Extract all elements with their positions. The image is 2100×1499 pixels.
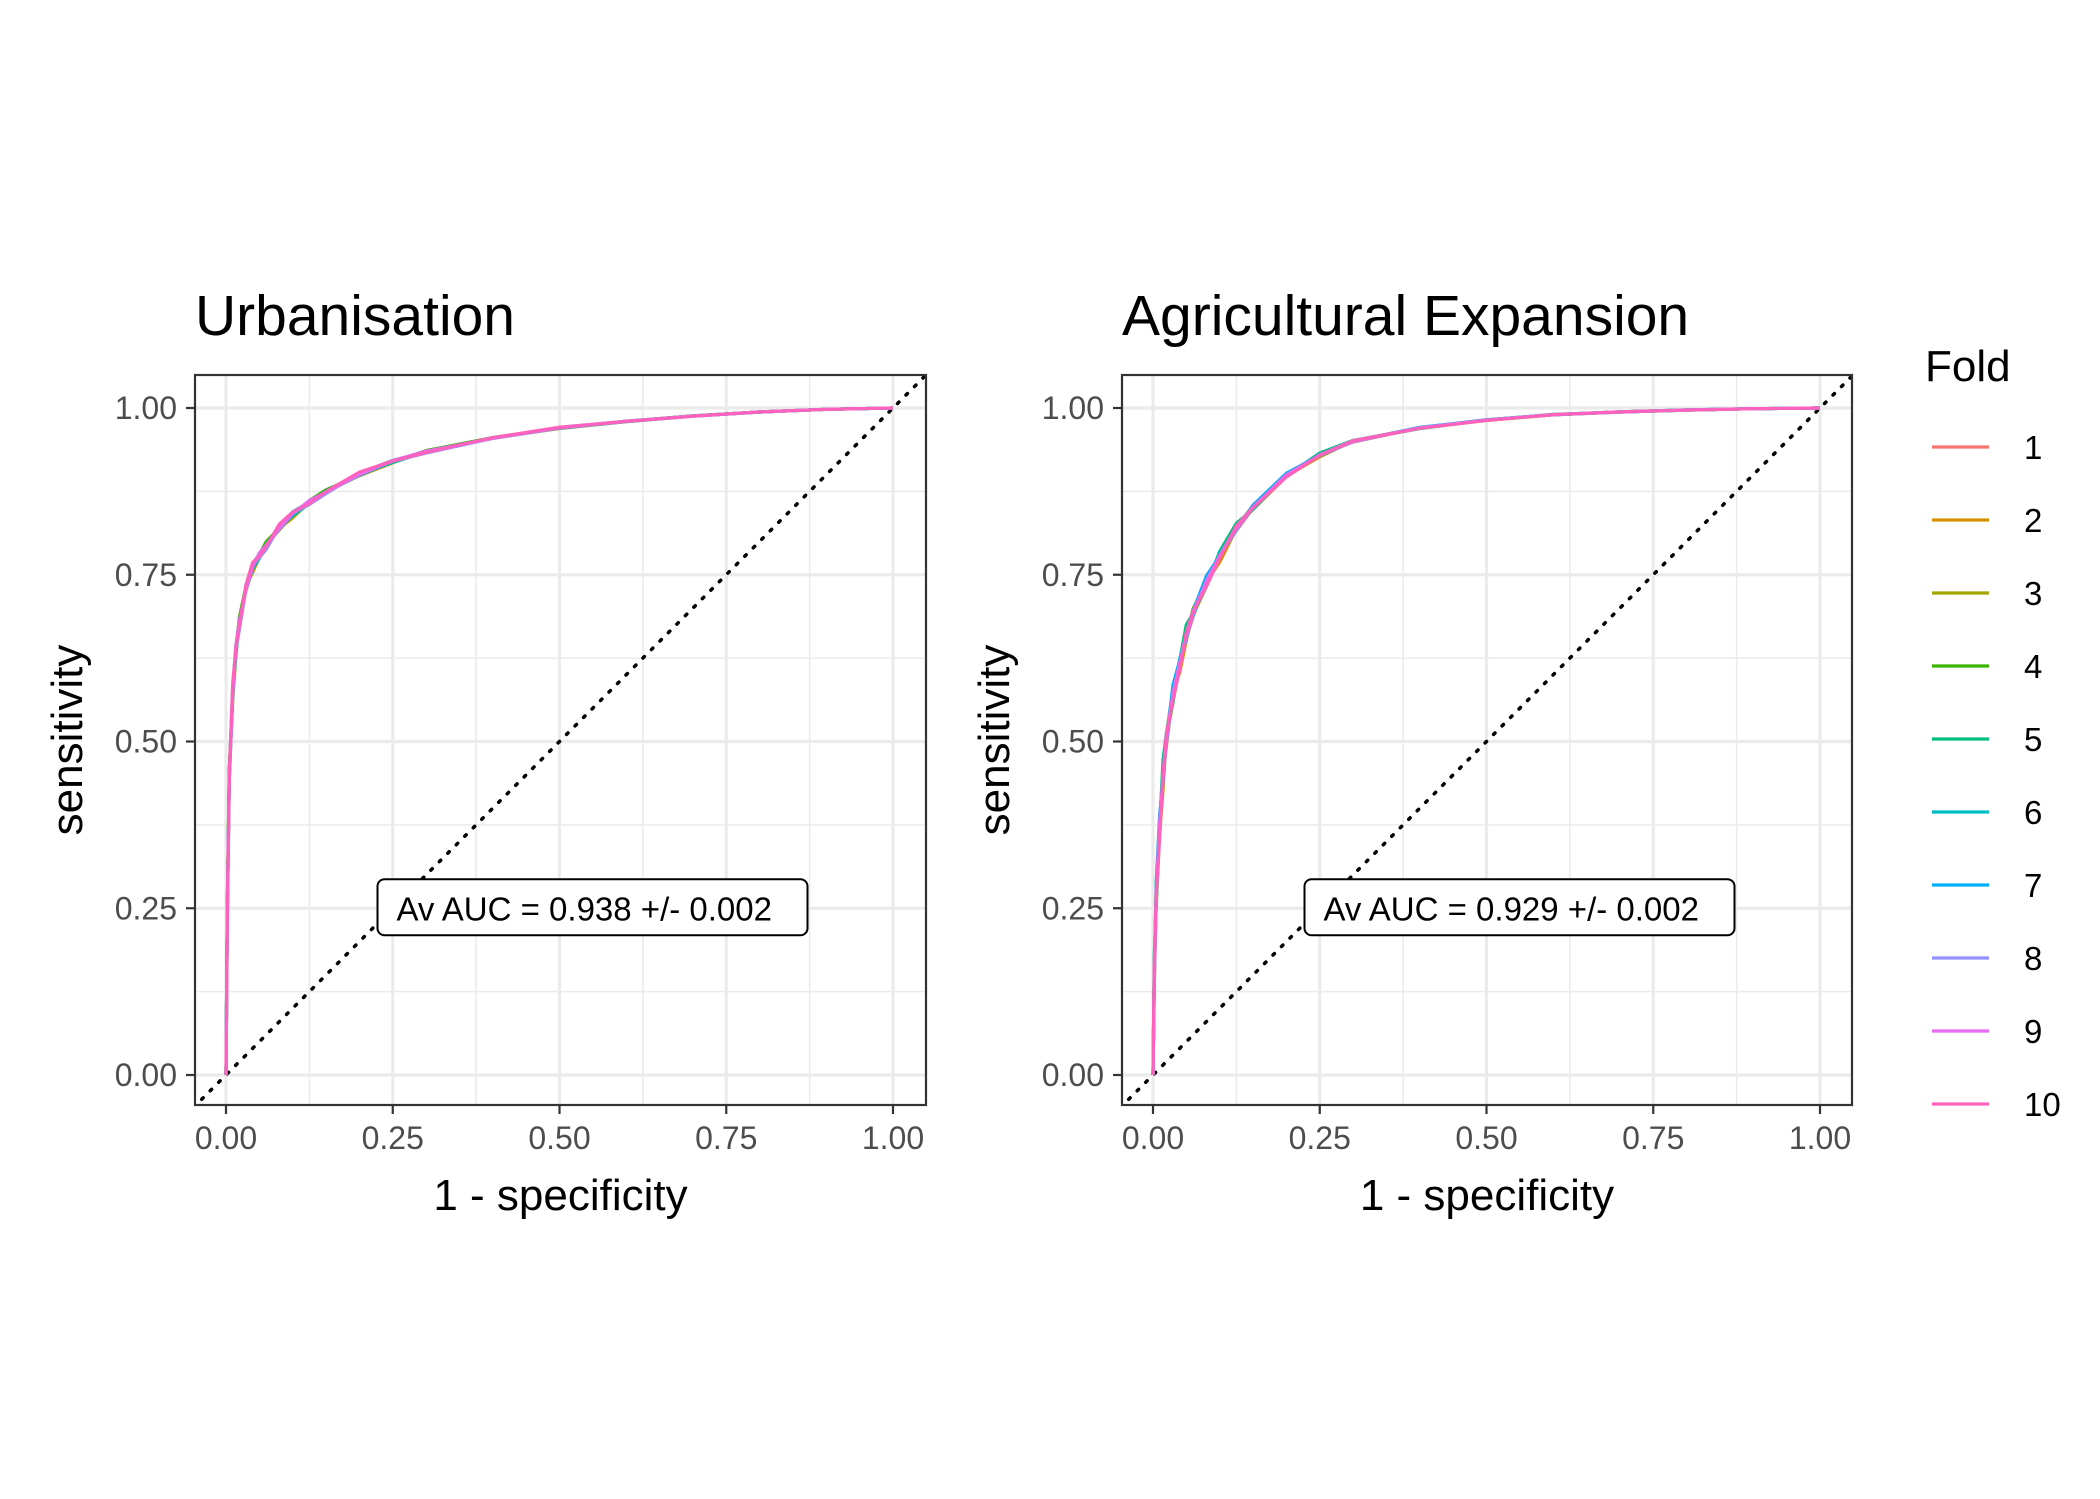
reference-diagonal: [1122, 375, 1852, 1105]
x-tick-label: 0.00: [1122, 1120, 1184, 1156]
roc-curves: [1151, 406, 1821, 1076]
x-tick-label: 1.00: [1789, 1120, 1851, 1156]
panel-title: Agricultural Expansion: [1122, 284, 1689, 348]
x-axis-ticks: 0.00 0.25 0.50 0.75 1.00: [1122, 1105, 1851, 1156]
y-axis-title: sensitivity: [43, 645, 92, 836]
y-tick-label: 0.25: [1042, 890, 1104, 926]
roc-curve-fold-10: [224, 406, 894, 1076]
legend-item-10: 10: [1932, 1086, 2061, 1123]
reference-diagonal: [195, 375, 926, 1105]
panel-agricultural-expansion: Agricultural Expansion Av AUC = 0.929 +/…: [970, 284, 1854, 1220]
x-tick-label: 0.00: [195, 1120, 257, 1156]
y-tick-label: 1.00: [115, 390, 177, 426]
y-axis-ticks: 0.00 0.25 0.50 0.75 1.00: [115, 390, 195, 1093]
legend-item-9: 9: [1932, 1013, 2042, 1050]
auc-annotation: Av AUC = 0.929 +/- 0.002: [1303, 878, 1736, 937]
y-tick-label: 0.00: [115, 1057, 177, 1093]
x-tick-label: 0.25: [362, 1120, 424, 1156]
x-tick-label: 0.50: [1455, 1120, 1517, 1156]
roc-curves: [224, 406, 894, 1076]
legend-item-2: 2: [1932, 502, 2042, 539]
legend-item-1: 1: [1932, 429, 2042, 466]
legend-label: 5: [2024, 721, 2042, 758]
diagonal-line: [1122, 375, 1852, 1105]
legend-label: 4: [2024, 648, 2042, 685]
panel-urbanisation: Urbanisation Av AUC = 0.938 +/- 0.002 0.…: [43, 284, 928, 1220]
diagonal-line: [195, 375, 926, 1105]
x-axis-title: 1 - specificity: [433, 1171, 687, 1220]
auc-annotation-label: Av AUC = 0.929 +/- 0.002: [1324, 890, 1699, 927]
legend-items: 1 2 3 4 5 6 7 8 9 10: [1932, 429, 2061, 1123]
y-tick-label: 0.00: [1042, 1057, 1104, 1093]
legend-item-4: 4: [1932, 648, 2042, 685]
x-tick-label: 0.75: [695, 1120, 757, 1156]
y-tick-label: 0.50: [115, 724, 177, 760]
panel-title: Urbanisation: [195, 284, 515, 348]
legend-label: 3: [2024, 575, 2042, 612]
x-tick-label: 0.50: [528, 1120, 590, 1156]
legend-title: Fold: [1925, 342, 2011, 391]
grid-lines: [195, 375, 926, 1105]
x-axis-title: 1 - specificity: [1360, 1171, 1614, 1220]
legend-label: 7: [2024, 867, 2042, 904]
y-tick-label: 0.25: [115, 890, 177, 926]
legend-item-3: 3: [1932, 575, 2042, 612]
legend-label: 2: [2024, 502, 2042, 539]
y-axis-ticks: 0.00 0.25 0.50 0.75 1.00: [1042, 390, 1122, 1093]
legend: Fold 1 2 3 4 5 6 7 8 9 10: [1925, 342, 2061, 1123]
y-tick-label: 0.75: [1042, 557, 1104, 593]
auc-annotation-box: [1303, 878, 1736, 937]
x-tick-label: 1.00: [862, 1120, 924, 1156]
legend-item-8: 8: [1932, 940, 2042, 977]
auc-annotation-label: Av AUC = 0.938 +/- 0.002: [397, 890, 772, 927]
x-tick-label: 0.25: [1289, 1120, 1351, 1156]
legend-label: 9: [2024, 1013, 2042, 1050]
y-axis-title: sensitivity: [970, 645, 1019, 836]
legend-label: 8: [2024, 940, 2042, 977]
y-tick-label: 0.75: [115, 557, 177, 593]
x-tick-label: 0.75: [1622, 1120, 1684, 1156]
legend-label: 10: [2024, 1086, 2061, 1123]
legend-item-7: 7: [1932, 867, 2042, 904]
y-tick-label: 1.00: [1042, 390, 1104, 426]
legend-item-6: 6: [1932, 794, 2042, 831]
legend-label: 1: [2024, 429, 2042, 466]
auc-annotation-box: [376, 878, 809, 937]
roc-curve-fold-10: [1151, 406, 1821, 1076]
legend-item-5: 5: [1932, 721, 2042, 758]
x-axis-ticks: 0.00 0.25 0.50 0.75 1.00: [195, 1105, 924, 1156]
y-tick-label: 0.50: [1042, 724, 1104, 760]
legend-label: 6: [2024, 794, 2042, 831]
auc-annotation: Av AUC = 0.938 +/- 0.002: [376, 878, 809, 937]
